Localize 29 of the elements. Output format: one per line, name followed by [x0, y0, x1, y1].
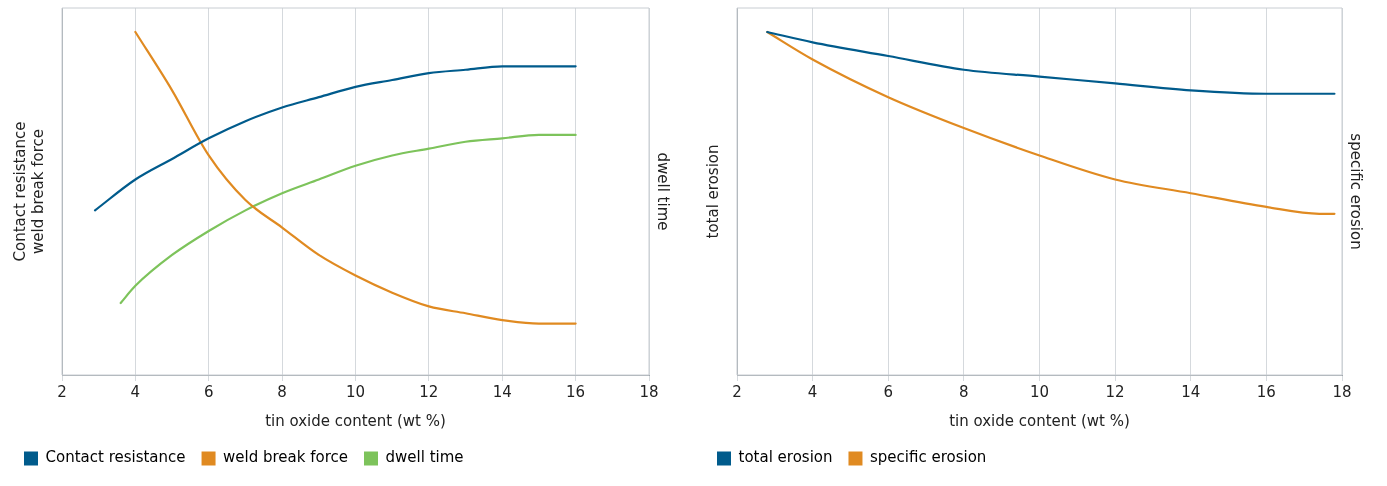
x-tick-label: 2	[732, 382, 742, 401]
x-tick-label: 18	[639, 382, 659, 401]
legend-label: specific erosion	[869, 448, 987, 467]
legend-label: Contact resistance	[45, 448, 186, 467]
x-tick-label: 4	[130, 382, 141, 401]
x-tick-label: 6	[883, 382, 894, 401]
x-tick-label: 12	[1105, 382, 1125, 401]
x-tick-label: 16	[566, 382, 586, 401]
x-tick-label: 2	[57, 382, 67, 401]
x-tick-label: 18	[1332, 382, 1352, 401]
legend-label: total erosion	[738, 448, 833, 467]
x-tick-label: 10	[345, 382, 366, 401]
x-axis-title: tin oxide content (wt %)	[265, 411, 446, 430]
x-tick-label: 16	[1256, 382, 1276, 401]
x-tick-label: 12	[419, 382, 439, 401]
x-tick-label: 10	[1029, 382, 1050, 401]
y2-axis-title: dwell time	[654, 152, 673, 231]
x-tick-label: 14	[492, 382, 512, 401]
y-axis-title: total erosion	[703, 144, 722, 239]
y2-axis-title: specific erosion	[1347, 133, 1366, 250]
x-tick-label: 14	[1181, 382, 1201, 401]
y-axis-title: Contact resistance weld break force	[10, 121, 47, 262]
legend-label: dwell time	[385, 448, 464, 467]
x-tick-label: 8	[277, 382, 287, 401]
x-tick-label: 6	[203, 382, 214, 401]
x-tick-label: 8	[959, 382, 969, 401]
x-tick-label: 4	[807, 382, 818, 401]
x-axis-title: tin oxide content (wt %)	[949, 411, 1130, 430]
legend-label: weld break force	[223, 448, 349, 467]
